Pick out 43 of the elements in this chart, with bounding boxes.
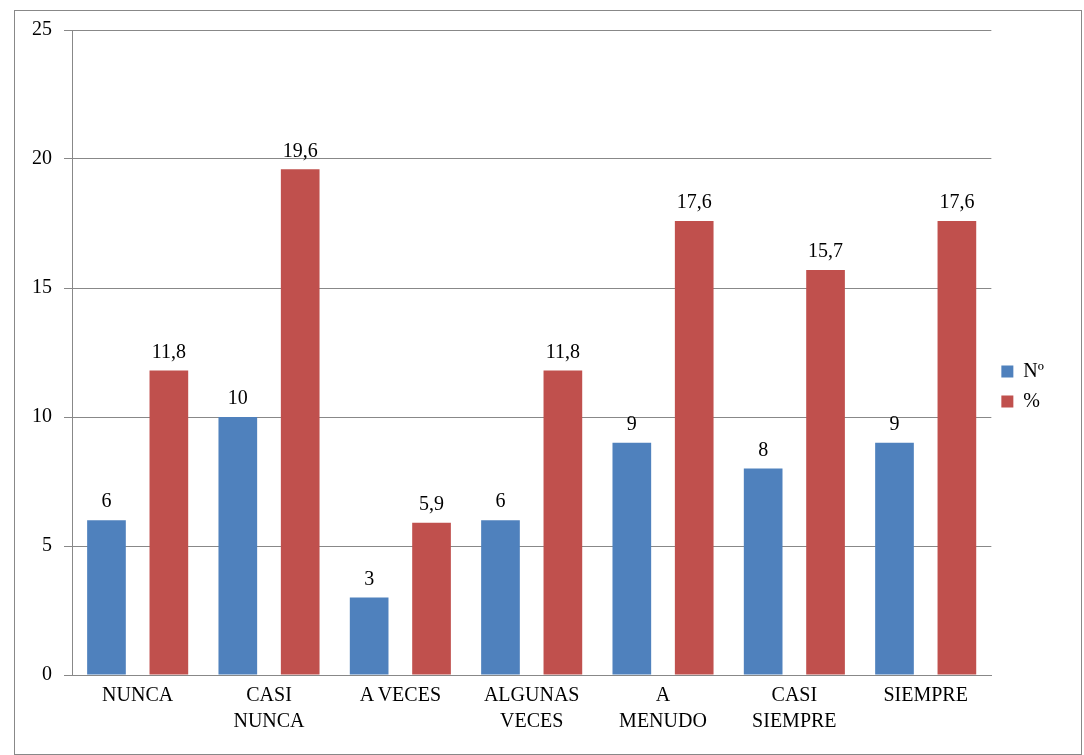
data-label: 11,8	[151, 339, 186, 362]
x-tick-label: SIEMPRE	[883, 683, 968, 706]
data-label: 10	[227, 386, 248, 409]
x-tick-label: NUNCA	[102, 683, 174, 706]
legend-label: Nº	[1023, 358, 1045, 381]
x-tick-label: A VECES	[359, 683, 442, 706]
bar	[218, 417, 258, 675]
data-label: 3	[364, 566, 375, 589]
data-label: 5,9	[419, 492, 445, 515]
data-label: 19,6	[282, 138, 318, 161]
bar	[543, 370, 583, 675]
y-tick-label: 5	[42, 533, 52, 556]
bar	[87, 520, 126, 675]
y-tick-label: 15	[32, 275, 52, 298]
data-label: 15,7	[808, 239, 844, 262]
bar	[149, 370, 189, 675]
x-tick-label: CASI SIEMPRE	[752, 683, 837, 732]
bar	[412, 522, 451, 675]
bar	[612, 442, 652, 675]
bar	[937, 220, 977, 675]
bar	[806, 269, 845, 675]
y-tick-label: 0	[42, 662, 52, 685]
data-label: 11,8	[545, 339, 580, 362]
data-label: 9	[889, 412, 900, 435]
data-label: 8	[758, 437, 769, 460]
data-label: 9	[626, 412, 637, 435]
data-label: 17,6	[939, 190, 975, 213]
bar	[280, 169, 320, 675]
x-tick-label: A MENUDO	[619, 683, 707, 732]
bar	[875, 442, 914, 675]
x-tick-label: ALGUNAS VECES	[483, 683, 580, 732]
legend-label: %	[1023, 388, 1041, 411]
bar	[743, 468, 783, 675]
bar	[674, 220, 714, 675]
data-label: 6	[495, 489, 506, 512]
y-tick-label: 25	[32, 17, 52, 40]
bar	[481, 520, 520, 675]
y-tick-label: 20	[32, 146, 52, 169]
data-label: 17,6	[676, 190, 712, 213]
data-label: 6	[101, 489, 112, 512]
x-tick-label: CASI NUNCA	[233, 683, 306, 732]
bar	[349, 597, 389, 675]
y-tick-label: 10	[32, 404, 52, 427]
